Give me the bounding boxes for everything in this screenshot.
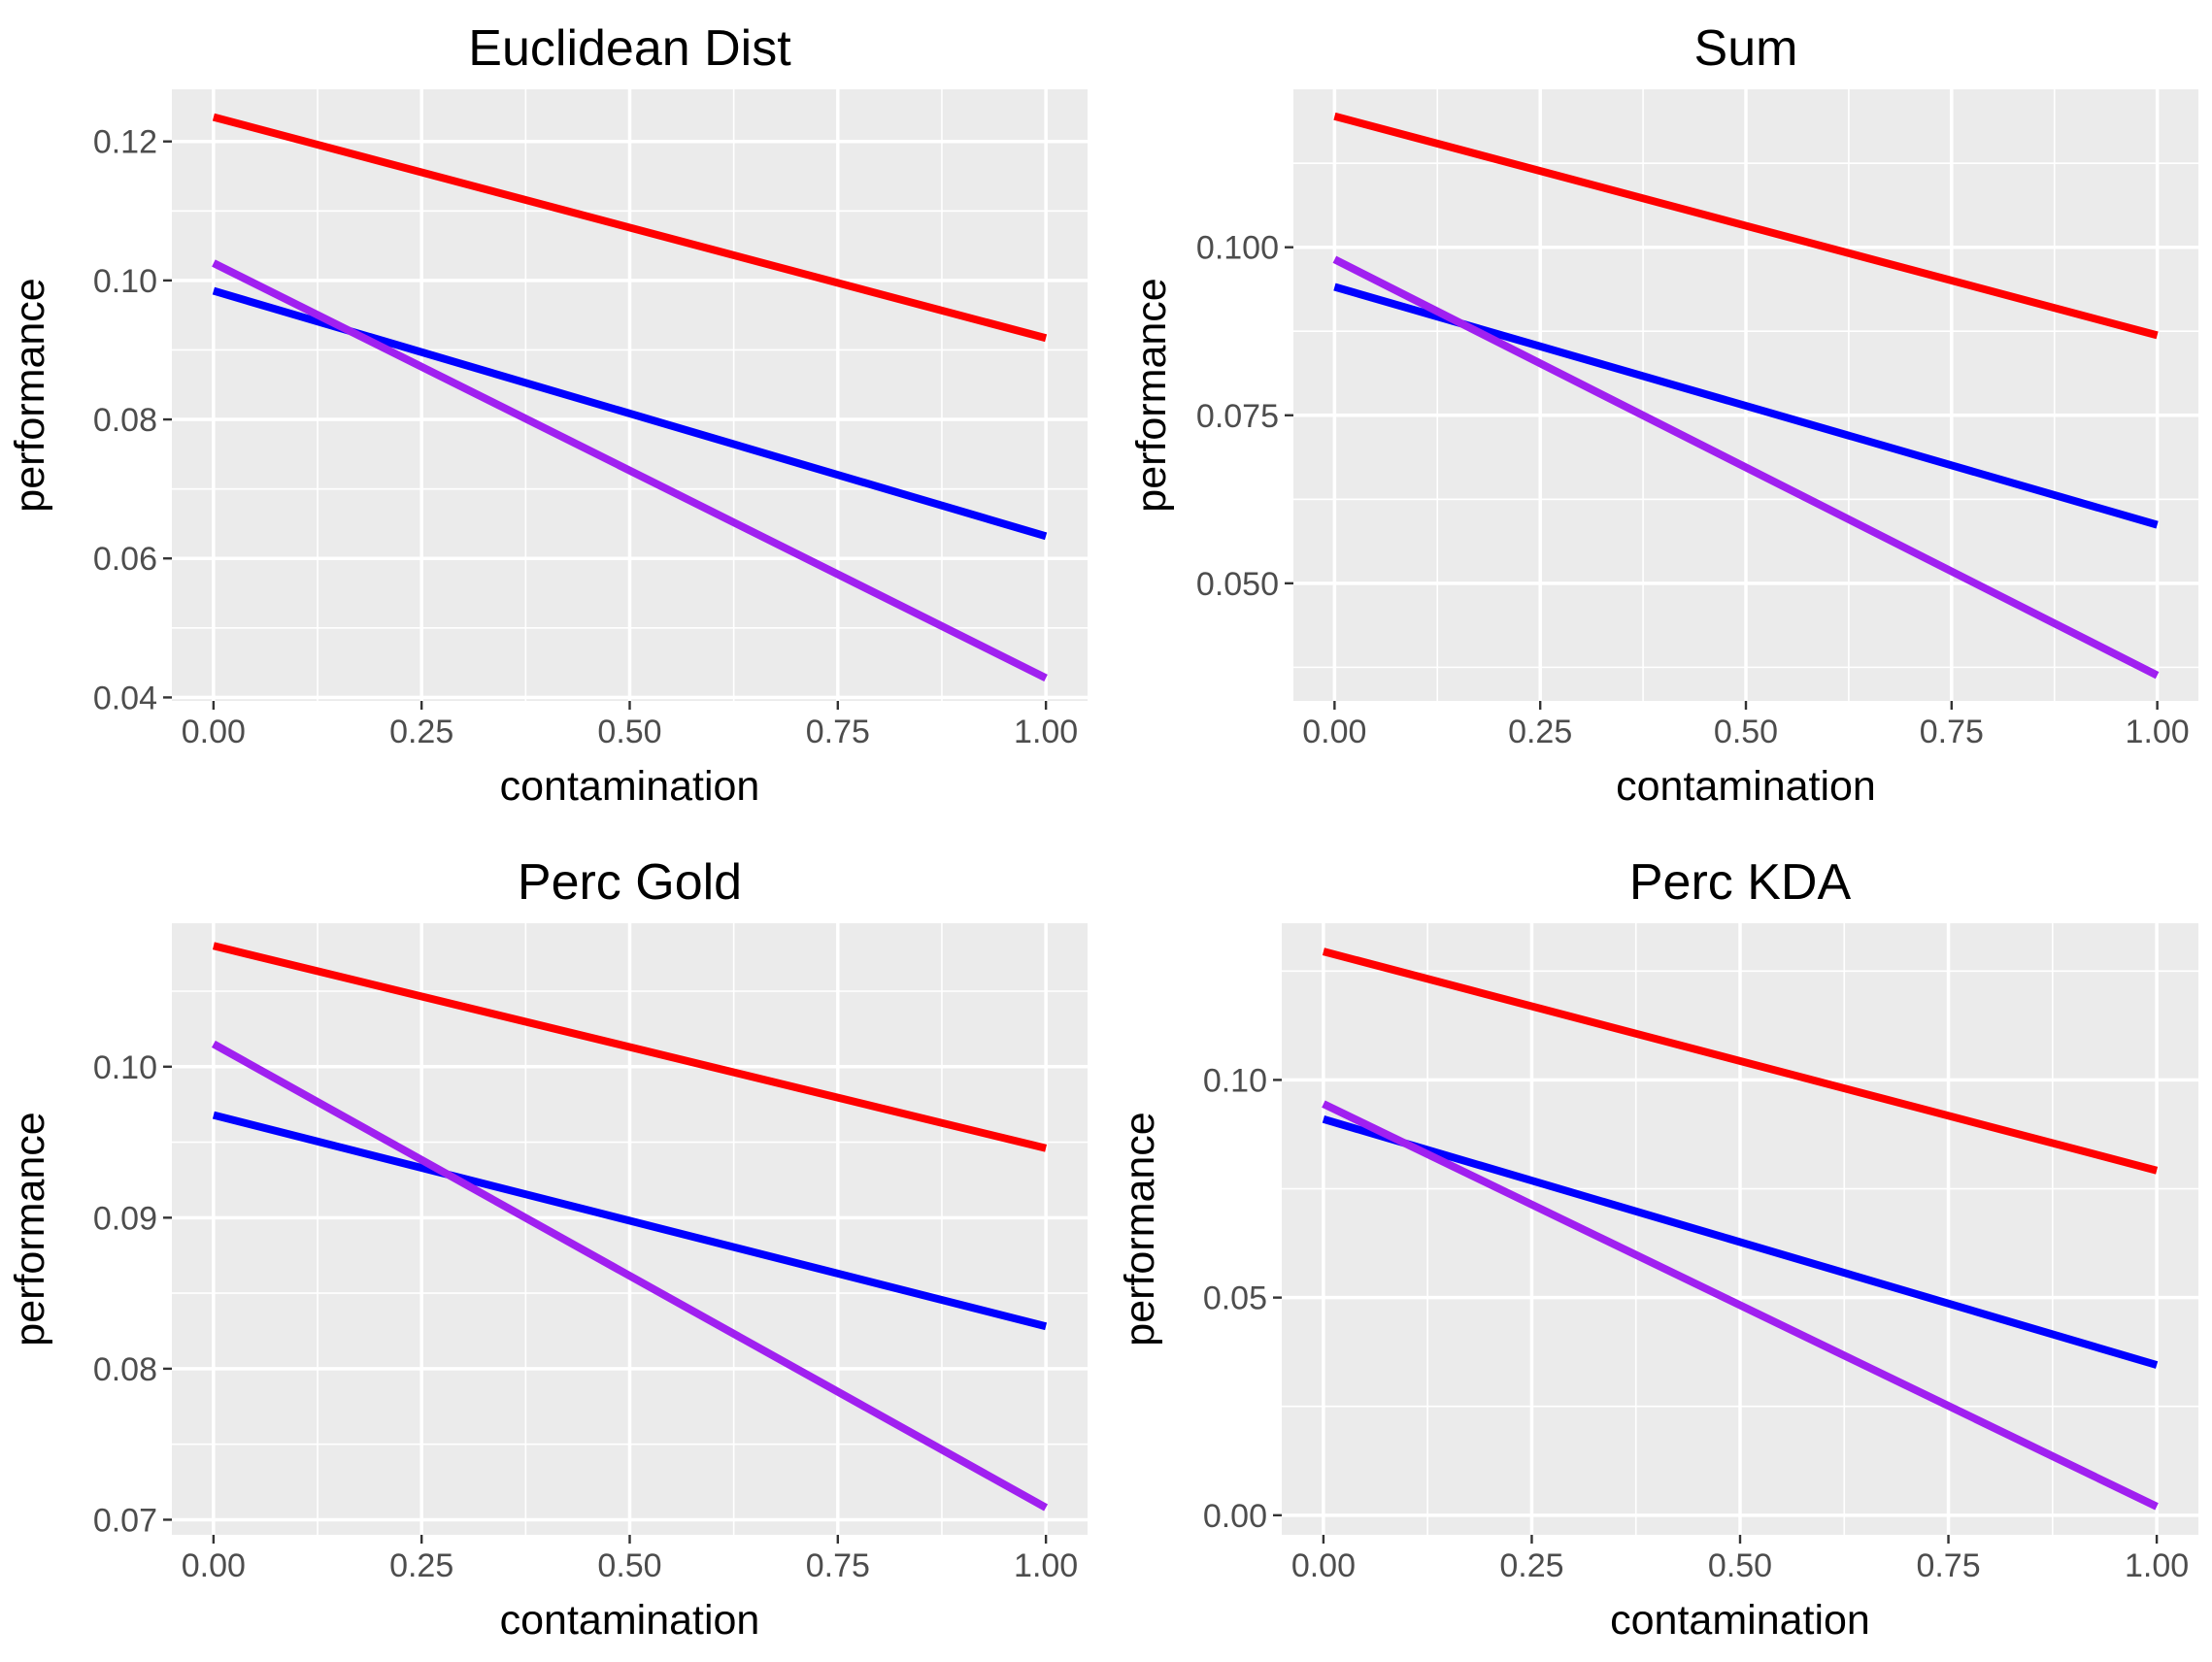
y-tick-label: 0.100	[1196, 230, 1279, 267]
y-tick-label: 0.06	[93, 541, 157, 578]
chart-panel-2: 0.00 0.25 0.50 0.75 1.00 0.050 0.075 0.100 Sum co…	[1128, 20, 2198, 810]
chart-panel-4: 0.00 0.25 0.50 0.75 1.00 0.00 0.05 0.10 Perc KDA…	[1117, 854, 2198, 1644]
y-tick-label: 0.00	[1203, 1498, 1267, 1535]
x-axis-title: contamination	[1610, 1597, 1870, 1644]
panel-title: Perc Gold	[518, 854, 742, 911]
x-tick-label: 0.75	[1916, 1547, 1980, 1584]
y-axis-title: performance	[7, 278, 53, 512]
y-axis-title: performance	[7, 1112, 53, 1346]
series-line-3	[211, 1040, 1049, 1512]
y-tick-label: 0.04	[93, 680, 157, 716]
x-tick-label: 0.25	[1508, 714, 1572, 750]
x-tick-label: 0.00	[182, 714, 246, 750]
x-tick-label: 0.00	[1291, 1547, 1356, 1584]
y-tick-label: 0.08	[93, 402, 157, 439]
series-line-1	[212, 113, 1048, 343]
x-tick-label: 0.50	[597, 1547, 661, 1584]
y-tick-label: 0.09	[93, 1200, 157, 1237]
x-tick-label: 0.25	[389, 714, 453, 750]
x-tick-label: 0.75	[806, 1547, 870, 1584]
y-tick-label: 0.10	[1203, 1062, 1267, 1099]
chart-panel-1: 0.00 0.25 0.50 0.75 1.00 0.04 0.06 0.08 0.10 0.12…	[7, 20, 1088, 810]
y-tick-label: 0.12	[93, 124, 157, 161]
series-line-3	[1322, 1100, 2159, 1511]
x-tick-label: 1.00	[2126, 714, 2190, 750]
series-line-3	[212, 259, 1048, 681]
x-tick-label: 1.00	[1014, 1547, 1078, 1584]
y-tick-label: 0.10	[93, 1049, 157, 1086]
y-tick-label: 0.08	[93, 1351, 157, 1388]
y-axis-title: performance	[1128, 278, 1175, 512]
series-line-3	[1332, 255, 2160, 680]
x-tick-label: 0.25	[389, 1547, 453, 1584]
series-line-1	[1333, 112, 2159, 340]
y-tick-label: 0.07	[93, 1502, 157, 1539]
series-line-1	[212, 942, 1048, 1152]
x-axis-title: contamination	[500, 763, 760, 810]
x-axis-title: contamination	[1616, 763, 1876, 810]
panel-title: Sum	[1694, 20, 1798, 77]
x-tick-label: 0.50	[1714, 714, 1778, 750]
y-axis-title: performance	[1117, 1112, 1163, 1346]
series-line-2	[212, 1111, 1048, 1331]
y-tick-label: 0.075	[1196, 398, 1279, 435]
x-tick-label: 0.25	[1499, 1547, 1563, 1584]
x-tick-label: 0.75	[806, 714, 870, 750]
y-tick-label: 0.10	[93, 263, 157, 300]
x-tick-label: 0.50	[1708, 1547, 1772, 1584]
panel-title: Euclidean Dist	[468, 20, 791, 77]
chart-panel-3: 0.00 0.25 0.50 0.75 1.00 0.07 0.08 0.09 0.10 Perc…	[7, 854, 1088, 1644]
x-axis-title: contamination	[500, 1597, 760, 1644]
x-tick-label: 0.00	[182, 1547, 246, 1584]
series-line-1	[1322, 947, 2159, 1175]
x-tick-label: 0.00	[1302, 714, 1366, 750]
panel-title: Perc KDA	[1629, 854, 1852, 911]
x-tick-label: 1.00	[2125, 1547, 2189, 1584]
x-tick-label: 1.00	[1014, 714, 1078, 750]
x-tick-label: 0.50	[597, 714, 661, 750]
series-line-2	[1322, 1114, 2159, 1369]
y-tick-label: 0.05	[1203, 1280, 1267, 1317]
x-tick-label: 0.75	[1920, 714, 1984, 750]
y-tick-label: 0.050	[1196, 566, 1279, 603]
